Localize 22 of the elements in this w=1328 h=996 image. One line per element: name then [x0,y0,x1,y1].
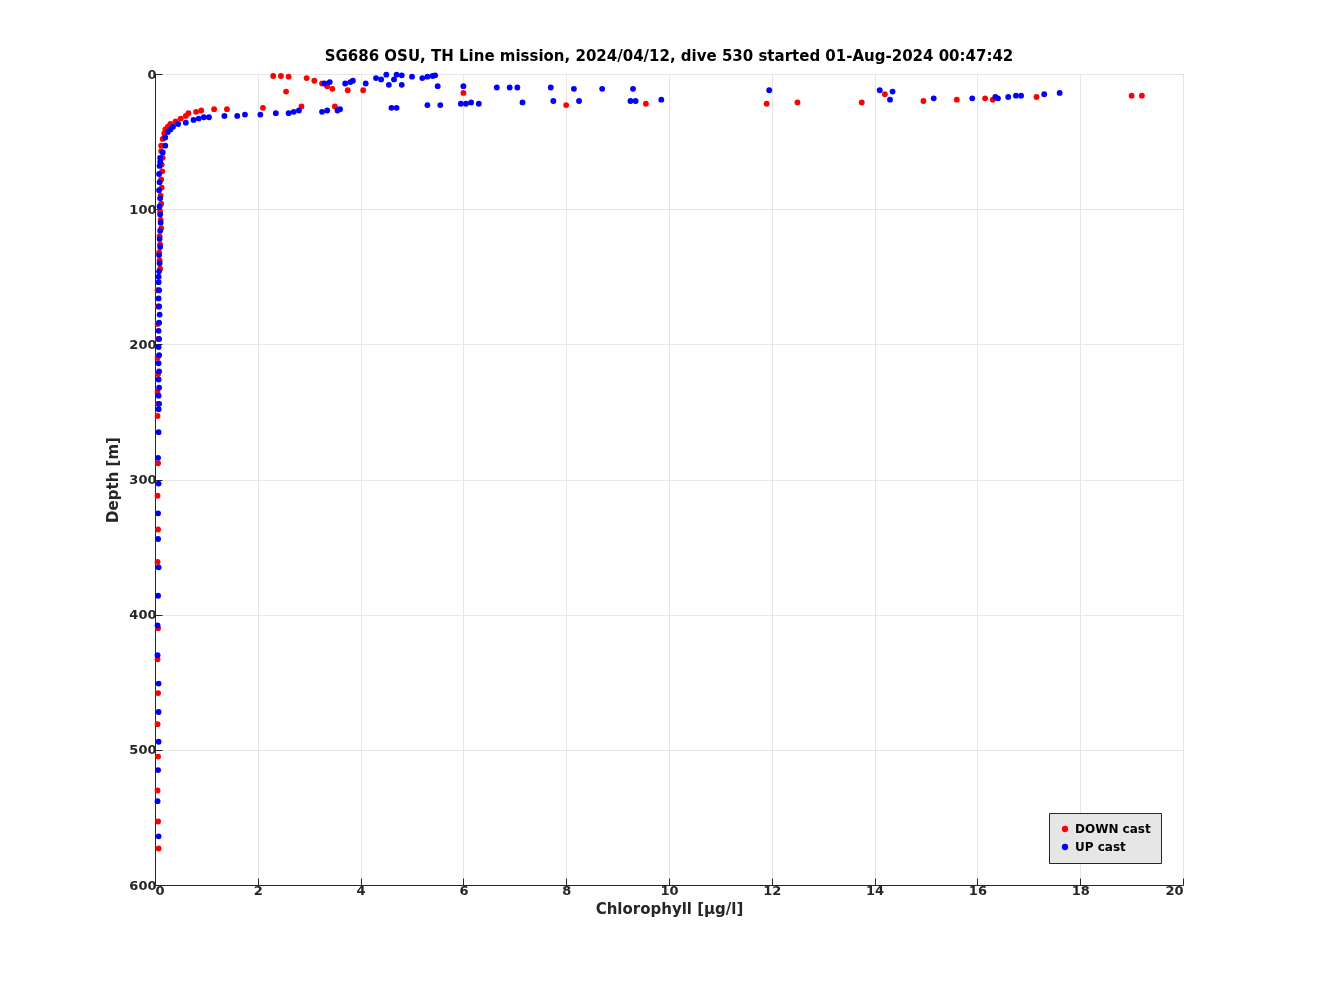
y-tick-label: 100 [129,201,157,217]
y-tick-label: 400 [129,607,157,623]
x-tick-label: 4 [356,882,366,898]
y-tick-label: 600 [129,877,157,893]
x-tick-label: 16 [968,882,987,898]
x-tick-label: 20 [1165,882,1184,898]
x-tick-label: 14 [866,882,885,898]
x-tick-label: 12 [763,882,782,898]
legend-label: DOWN cast [1075,822,1151,836]
y-tick-label: 0 [147,66,157,82]
y-tick-label: 500 [129,742,157,758]
x-tick-label: 2 [253,882,263,898]
x-tick-label: 18 [1071,882,1090,898]
chart-title: SG686 OSU, TH Line mission, 2024/04/12, dive 530 started 01-Aug-2024 00:47:42 [324,47,1014,65]
y-axis-title: Depth [m] [104,437,123,523]
y-tick-label: 300 [129,472,157,487]
y-tick-label: 200 [129,336,157,352]
x-axis-title: Chlorophyll [μg/l] [595,899,744,918]
legend-label: UP cast [1075,840,1127,854]
x-tick-label: 6 [459,882,469,898]
x-tick-label: 8 [562,882,572,898]
x-tick-label: 10 [660,882,679,898]
